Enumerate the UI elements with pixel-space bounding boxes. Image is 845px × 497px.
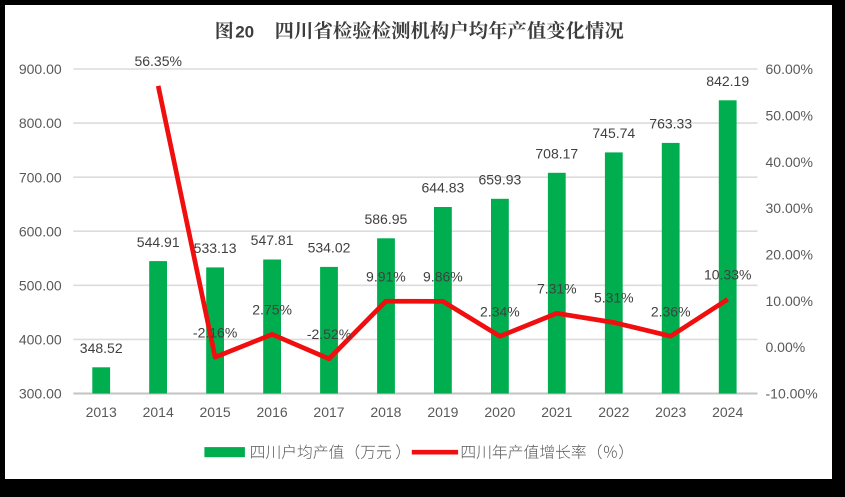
svg-text:10.00%: 10.00% [766,293,813,309]
svg-text:2.75%: 2.75% [252,302,292,318]
svg-text:9.91%: 9.91% [366,268,406,284]
svg-text:600.00: 600.00 [19,223,62,239]
svg-text:-2.52%: -2.52% [307,326,351,342]
svg-text:2.34%: 2.34% [480,303,520,319]
svg-text:500.00: 500.00 [19,277,62,293]
svg-text:659.93: 659.93 [478,172,521,188]
svg-text:544.91: 544.91 [137,234,180,250]
svg-text:763.33: 763.33 [649,116,692,132]
svg-text:2021: 2021 [541,404,572,420]
svg-text:2022: 2022 [598,404,629,420]
svg-text:56.35%: 56.35% [134,53,181,69]
svg-text:2.36%: 2.36% [651,303,691,319]
svg-text:2020: 2020 [484,404,515,420]
svg-text:400.00: 400.00 [19,332,62,348]
svg-text:586.95: 586.95 [364,211,407,227]
svg-text:534.02: 534.02 [308,240,351,256]
svg-text:2018: 2018 [370,404,401,420]
svg-text:20.00%: 20.00% [766,247,813,263]
svg-text:-10.00%: -10.00% [766,386,818,402]
svg-text:2019: 2019 [427,404,458,420]
svg-text:40.00%: 40.00% [766,154,813,170]
svg-text:900.00: 900.00 [19,61,62,77]
svg-text:2015: 2015 [200,404,231,420]
svg-text:700.00: 700.00 [19,169,62,185]
svg-text:348.52: 348.52 [80,340,123,356]
svg-text:10.33%: 10.33% [704,266,751,282]
svg-text:30.00%: 30.00% [766,200,813,216]
svg-text:745.74: 745.74 [592,125,635,141]
svg-text:20: 20 [235,23,254,42]
svg-text:2013: 2013 [86,404,117,420]
svg-text:533.13: 533.13 [194,240,237,256]
svg-text:2023: 2023 [655,404,686,420]
svg-text:2017: 2017 [313,404,344,420]
svg-text:50.00%: 50.00% [766,108,813,124]
svg-text:0.00%: 0.00% [766,339,806,355]
svg-text:7.31%: 7.31% [537,280,577,296]
svg-text:708.17: 708.17 [535,146,578,162]
svg-text:60.00%: 60.00% [766,61,813,77]
svg-text:9.86%: 9.86% [423,269,463,285]
svg-text:5.31%: 5.31% [594,290,634,306]
svg-text:547.81: 547.81 [251,232,294,248]
svg-text:2024: 2024 [712,404,743,420]
svg-text:2014: 2014 [143,404,174,420]
svg-text:644.83: 644.83 [421,180,464,196]
svg-text:300.00: 300.00 [19,386,62,402]
svg-text:2016: 2016 [257,404,288,420]
svg-text:-2.16%: -2.16% [193,324,237,340]
svg-text:800.00: 800.00 [19,115,62,131]
svg-text:842.19: 842.19 [706,73,749,89]
